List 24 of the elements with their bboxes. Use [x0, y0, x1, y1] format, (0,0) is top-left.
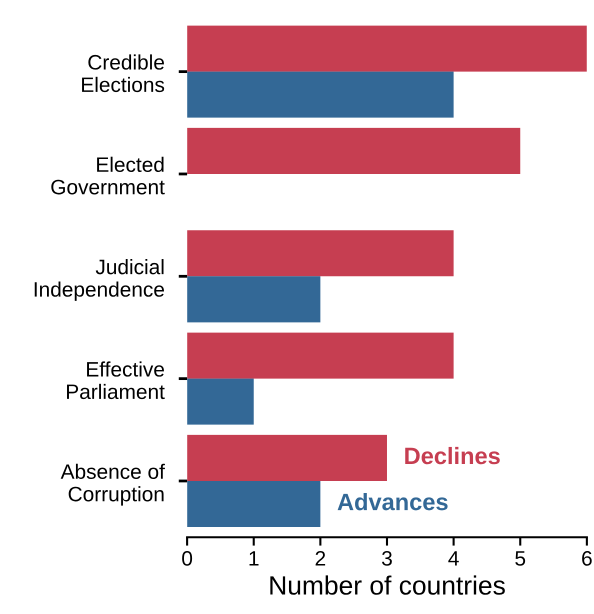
bar: [187, 332, 454, 379]
y-tick-label: Effective Parliament: [67, 361, 165, 400]
bar: [187, 128, 520, 174]
x-tick-label: 3: [382, 550, 392, 566]
x-tick-label: 4: [448, 551, 459, 566]
x-tick-label: 6: [582, 550, 592, 566]
bar: [187, 480, 320, 528]
bar: [187, 230, 454, 276]
bar: [187, 276, 320, 322]
x-tick-label: 5: [515, 551, 526, 566]
bar: [187, 26, 587, 72]
y-tick-label: Elected Government: [51, 156, 165, 194]
x-axis-title: Number of countries: [270, 575, 505, 595]
bar: [187, 434, 387, 481]
series-label: Advances: [338, 492, 448, 510]
x-tick-label: 0: [182, 550, 192, 566]
x-tick-label: 1: [250, 551, 259, 566]
bar: [187, 378, 254, 425]
bar: [187, 72, 454, 118]
y-tick-label: Credible Elections: [82, 54, 164, 92]
y-tick-label: Absence of Corruption: [60, 464, 165, 506]
y-tick-label: Judicial Independence: [34, 259, 164, 301]
x-tick-label: 2: [316, 550, 326, 566]
series-label: Declines: [405, 446, 500, 464]
